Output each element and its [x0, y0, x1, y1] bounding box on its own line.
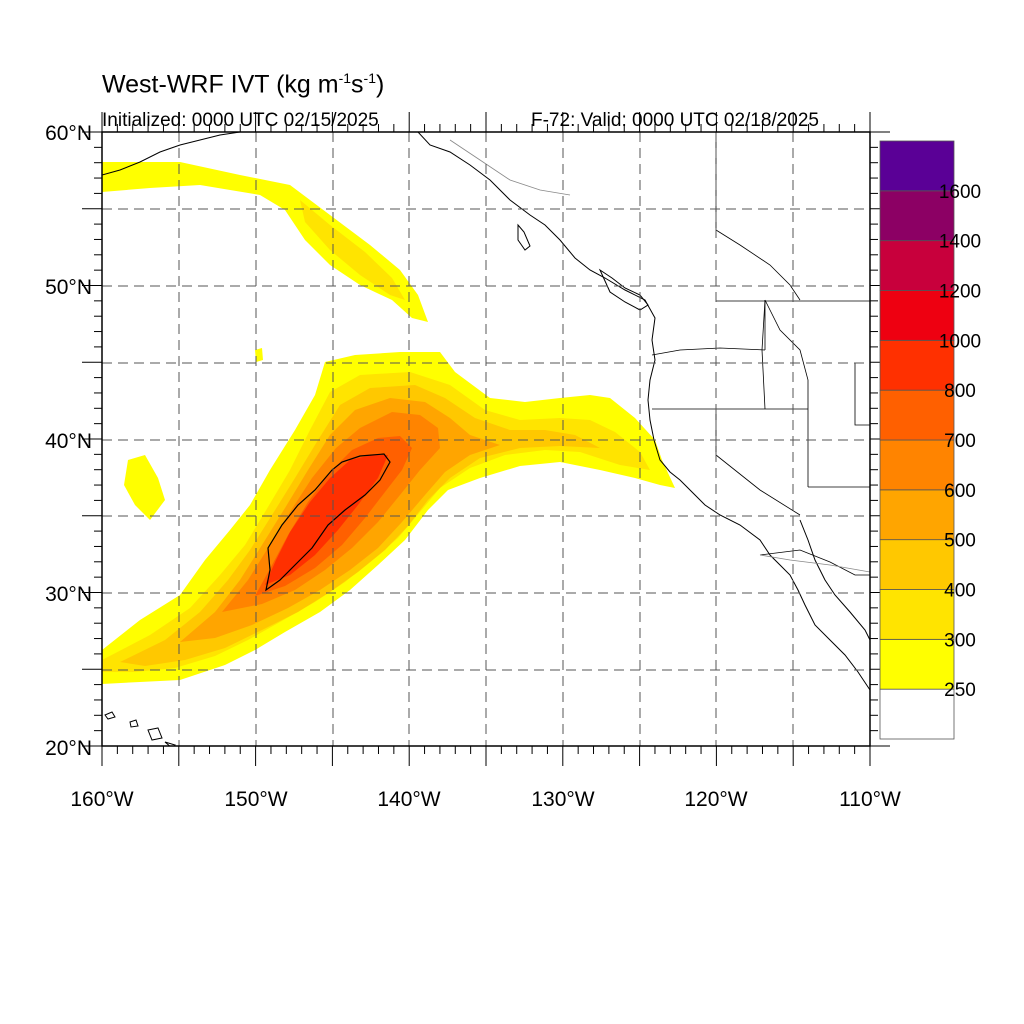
ivt-patch-west	[124, 455, 165, 520]
border-wy	[854, 363, 870, 426]
ivt-north-plume	[102, 162, 428, 322]
map-title: West-WRF IVT (kg m-1s-1)	[102, 70, 385, 99]
lon-label: 160°W	[70, 788, 133, 811]
lon-label: 150°W	[224, 788, 287, 811]
coast-baja-gulf	[799, 519, 870, 641]
border-ca-nv	[715, 409, 801, 516]
coast-hawaii-4	[164, 741, 176, 746]
border-wa-or	[651, 347, 766, 356]
border-id-east	[761, 299, 766, 410]
political-borders	[651, 132, 870, 576]
ivt-ar-800	[265, 455, 388, 585]
colorbar	[879, 140, 955, 740]
map-gridlines	[102, 132, 870, 746]
colorbar-level-label: 300	[944, 630, 976, 651]
ivt-1000-contour	[265, 453, 391, 592]
border-mt-id	[764, 299, 809, 409]
border-us-mexico	[759, 549, 870, 576]
colorbar-swatch	[879, 638, 955, 690]
colorbar-level-label: 600	[944, 481, 976, 502]
colorbar-swatch	[879, 539, 955, 590]
coast-haida-gwaii	[517, 223, 531, 251]
coast-alaska	[102, 132, 241, 176]
lat-label: 60°N	[45, 122, 92, 145]
coast-north-america	[417, 132, 870, 691]
coastlines	[102, 132, 870, 746]
border-mexico-gulf	[759, 554, 870, 573]
colorbar-level-label: 1200	[939, 282, 981, 303]
lat-label: 40°N	[45, 430, 92, 453]
coast-hawaii-1	[104, 711, 116, 720]
colorbar-swatch	[879, 439, 955, 491]
secondary-borders	[449, 139, 870, 573]
lat-label: 30°N	[45, 583, 92, 606]
colorbar-swatch	[879, 190, 955, 242]
colorbar-swatch	[879, 688, 955, 740]
ivt-north-plume-inner	[300, 200, 405, 300]
lat-label: 50°N	[45, 276, 92, 299]
ivt-shading	[102, 162, 675, 684]
border-bc-coast	[449, 139, 571, 196]
colorbar-swatch	[879, 240, 955, 291]
colorbar-level-label: 1600	[939, 182, 981, 203]
lat-label: 20°N	[45, 737, 92, 760]
colorbar-level-label: 400	[944, 581, 976, 602]
colorbar-level-label: 1000	[939, 331, 981, 352]
initialized-label: Initialized: 0000 UTC 02/15/2025	[102, 110, 379, 131]
colorbar-level-label: 800	[944, 381, 976, 402]
colorbar-swatch	[879, 589, 955, 640]
latitude-labels: 60°N 50°N 40°N 30°N 20°N	[45, 122, 92, 760]
colorbar-swatch	[879, 389, 955, 441]
coast-hawaii-3	[147, 727, 163, 741]
lon-label: 130°W	[531, 788, 594, 811]
lon-label: 140°W	[377, 788, 440, 811]
colorbar-swatch	[879, 489, 955, 541]
colorbar-swatch	[879, 140, 955, 192]
ivt-patch-small	[255, 348, 263, 362]
colorbar-level-label: 1400	[939, 232, 981, 253]
border-ak-canada	[715, 132, 801, 301]
colorbar-labels: 250 300 400 500 600 700 800 1000 1200 1400 1600	[939, 182, 981, 701]
colorbar-level-label: 250	[944, 680, 976, 701]
colorbar-level-label: 700	[944, 431, 976, 452]
lon-label: 110°W	[839, 788, 901, 811]
longitude-labels: 160°W 150°W 140°W 130°W 120°W 110°W	[70, 788, 901, 811]
axis-ticks	[82, 112, 890, 766]
lon-label: 120°W	[684, 788, 747, 811]
coast-hawaii-2	[129, 719, 139, 728]
colorbar-level-label: 500	[944, 531, 976, 552]
coast-vancouver-island	[598, 268, 649, 311]
